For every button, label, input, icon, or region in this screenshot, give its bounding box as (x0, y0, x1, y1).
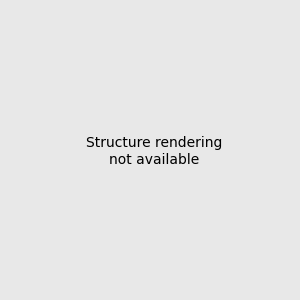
Text: Structure rendering
not available: Structure rendering not available (85, 136, 222, 166)
